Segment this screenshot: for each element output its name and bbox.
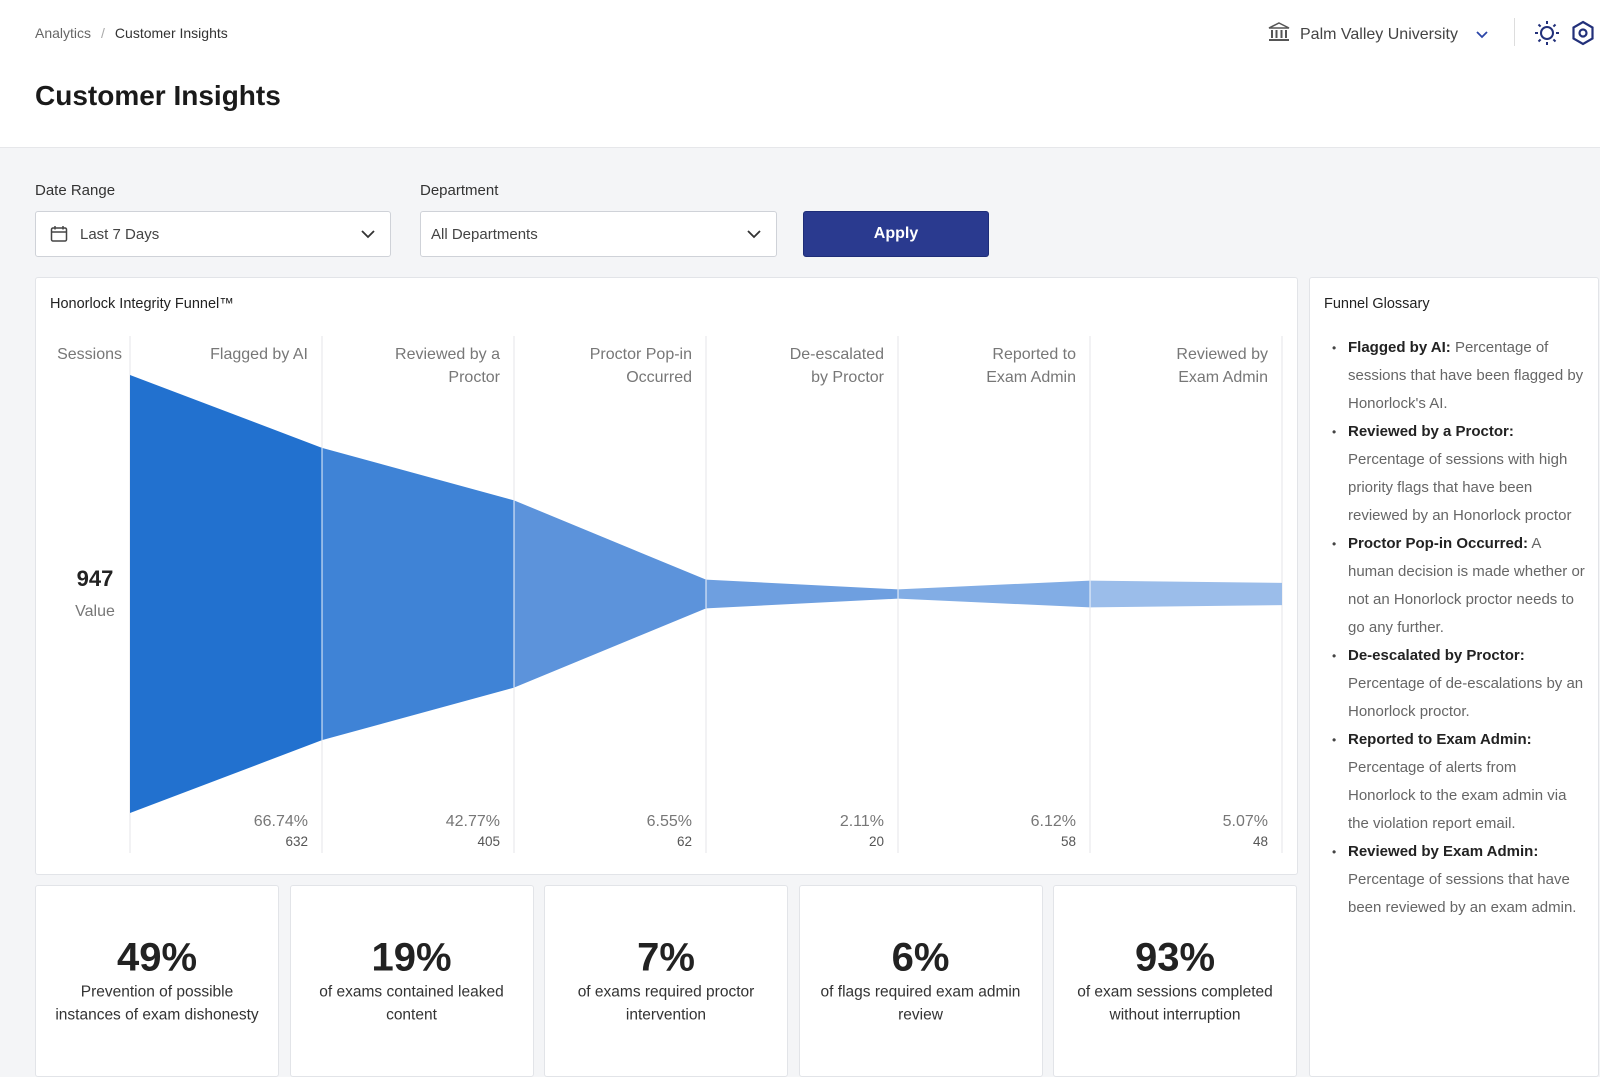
university-icon (1268, 22, 1290, 47)
glossary-item: Reviewed by a Proctor: Percentage of ses… (1324, 418, 1586, 530)
stage-count: 58 (1061, 834, 1076, 849)
stage-percent: 6.55% (647, 813, 692, 830)
stage-count: 62 (677, 834, 692, 849)
glossary-list: Flagged by AI: Percentage of sessions th… (1324, 334, 1586, 922)
stage-label: Flagged by AI (210, 346, 308, 363)
glossary-definition: Percentage of de-escalations by an Honor… (1348, 675, 1584, 720)
stat-description: of exams required proctor intervention (577, 983, 755, 1024)
funnel-segment (706, 579, 898, 609)
glossary-item: Flagged by AI: Percentage of sessions th… (1324, 334, 1586, 418)
stage-percent: 42.77% (446, 813, 500, 830)
stage-count: 48 (1253, 834, 1268, 849)
stage-percent: 2.11% (840, 813, 884, 830)
stage-label: by Proctor (811, 369, 885, 386)
stat-value: 19% (371, 935, 452, 980)
page-title: Customer Insights (35, 80, 281, 111)
stage-label: Exam Admin (1178, 369, 1268, 386)
funnel-segment (514, 500, 706, 688)
glossary-item: Reported to Exam Admin: Percentage of al… (1324, 726, 1586, 838)
stage-label: Proctor Pop-in (590, 346, 692, 363)
stat-card: 6% of flags required exam admin review (798, 885, 1043, 1077)
stage-label: Reviewed by a (395, 346, 500, 363)
stat-description: Prevention of possible instances of exam… (55, 983, 259, 1024)
funnel-total-value: 947 (77, 566, 114, 591)
org-selector[interactable]: Palm Valley University (1268, 22, 1488, 47)
funnel-chart: Sessions Flagged by AI 66.74% 632 Reviewed b… (57, 336, 1283, 853)
stat-card: 7% of exams required proctor intervention (544, 885, 788, 1077)
breadcrumb: Analytics / Customer Insights (35, 25, 228, 41)
chevron-down-icon (746, 226, 762, 246)
stat-description: of exam sessions completed without inter… (1077, 983, 1273, 1024)
glossary-definition: Percentage of alerts from Honorlock to t… (1348, 759, 1567, 832)
glossary-term: Reported to Exam Admin: (1348, 731, 1532, 748)
stage-label: Reported to (992, 346, 1076, 363)
stage-percent: 66.74% (254, 813, 308, 830)
department-value: All Departments (431, 225, 538, 243)
apply-button[interactable]: Apply (803, 211, 989, 257)
org-name: Palm Valley University (1300, 25, 1458, 43)
stat-description: of exams contained leaked content (319, 983, 504, 1024)
stage-label: De-escalated (790, 346, 884, 363)
breadcrumb-current: Customer Insights (114, 25, 228, 41)
funnel-segment (130, 375, 322, 813)
stage-count: 20 (869, 834, 884, 849)
stage-label: Occurred (626, 369, 692, 386)
glossary-term: De-escalated by Proctor: (1348, 647, 1525, 664)
stage-label: Proctor (448, 369, 500, 386)
stat-card: 19% of exams contained leaked content (289, 885, 534, 1077)
stage-percent: 5.07% (1223, 813, 1268, 830)
glossary-definition: Percentage of sessions that have been re… (1348, 871, 1577, 916)
department-label: Department (420, 182, 499, 199)
calendar-icon (50, 225, 68, 243)
stage-percent: 6.12% (1031, 813, 1076, 830)
stage-label: Reviewed by (1176, 346, 1268, 363)
chevron-down-icon (1476, 28, 1488, 42)
sessions-label: Sessions (57, 346, 122, 363)
glossary-item: De-escalated by Proctor: Percentage of d… (1324, 642, 1586, 726)
stat-value: 7% (637, 935, 695, 980)
breadcrumb-separator: / (101, 25, 105, 41)
sun-icon[interactable] (1534, 20, 1560, 46)
stat-card: 93% of exam sessions completed without in… (1053, 885, 1297, 1077)
stage-label: Exam Admin (986, 369, 1076, 386)
glossary-term: Proctor Pop-in Occurred: (1348, 535, 1529, 552)
glossary-term: Reviewed by Exam Admin: (1348, 843, 1539, 860)
stat-value: 49% (116, 935, 198, 980)
page-header: Analytics / Customer Insights Customer I… (0, 0, 1600, 148)
glossary-title: Funnel Glossary (1324, 296, 1430, 312)
glossary-term: Reviewed by a Proctor: (1348, 423, 1514, 440)
glossary-definition: A human decision is made whether or not … (1348, 535, 1585, 636)
stat-value: 93% (1134, 935, 1216, 980)
stage-count: 632 (285, 834, 308, 849)
funnel-segment (898, 580, 1090, 608)
date-range-select[interactable]: Last 7 Days (35, 211, 391, 257)
glossary-item: Proctor Pop-in Occurred: A human decisio… (1324, 530, 1586, 642)
funnel-title: Honorlock Integrity Funnel™ (50, 296, 234, 312)
glossary-card: Funnel Glossary Flagged by AI: Percentag… (1309, 277, 1599, 1077)
stat-description: of flags required exam admin review (820, 983, 1021, 1024)
chevron-down-icon (360, 226, 376, 246)
header-divider (1514, 18, 1515, 46)
funnel-total-caption: Value (75, 603, 115, 620)
glossary-definition: Percentage of sessions that have been fl… (1348, 339, 1584, 412)
gear-icon[interactable] (1570, 20, 1596, 46)
date-range-value: Last 7 Days (80, 225, 160, 243)
funnel-segment (322, 447, 514, 741)
stage-count: 405 (477, 834, 500, 849)
stat-card: 49% Prevention of possible instances of e… (35, 885, 279, 1077)
department-select[interactable]: All Departments (420, 211, 777, 257)
breadcrumb-analytics[interactable]: Analytics (35, 25, 92, 41)
glossary-definition: Percentage of sessions with high priorit… (1348, 451, 1572, 524)
date-range-label: Date Range (35, 182, 116, 199)
funnel-card: Honorlock Integrity Funnel™ Sessions Flag… (35, 277, 1298, 875)
glossary-term: Flagged by AI: (1348, 339, 1451, 356)
glossary-item: Reviewed by Exam Admin: Percentage of se… (1324, 838, 1586, 922)
funnel-segment (1090, 580, 1282, 608)
stat-value: 6% (891, 935, 950, 980)
